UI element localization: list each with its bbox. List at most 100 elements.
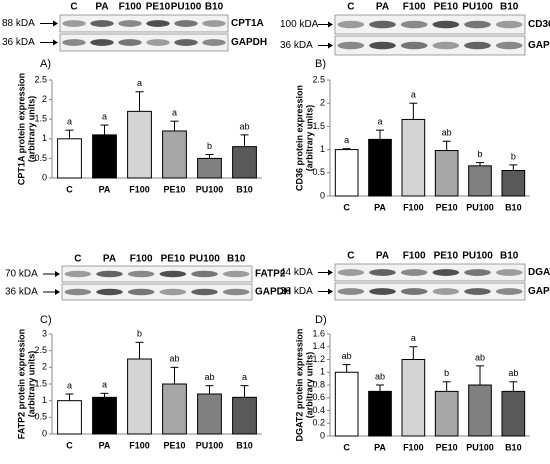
lane-label: B10: [205, 2, 224, 13]
lane-label: C: [70, 2, 77, 13]
blot-band: [337, 41, 365, 50]
kda-label: 44 kDA: [280, 267, 313, 278]
significance-letter: b: [477, 149, 482, 159]
error-bar: [170, 366, 179, 384]
error-bar: [409, 346, 418, 360]
error-bar: [100, 124, 109, 135]
y-tick-label: 0.8: [312, 379, 325, 389]
lane-label: PE10: [434, 251, 459, 262]
bar: [434, 150, 459, 197]
bar: [468, 384, 492, 437]
y-tick-label: 1: [320, 367, 325, 377]
y-tick-label: 1.4: [312, 341, 325, 351]
panel-label: A): [40, 58, 51, 70]
lane-label: B10: [227, 254, 246, 265]
x-tick-label: PE10: [436, 442, 458, 452]
x-tick-label: B10: [236, 184, 253, 194]
kda-label: 70 kDA: [5, 269, 38, 280]
y-tick-label: 1: [42, 133, 47, 143]
significance-letter: ab: [508, 368, 518, 378]
y-axis-label: FATP2 protein expression: [16, 329, 26, 439]
bar: [368, 138, 392, 197]
error-bar: [170, 120, 179, 131]
blot-band: [146, 20, 170, 27]
protein-label: GAPDH: [528, 40, 550, 51]
error-bar: [205, 153, 214, 159]
blot-band: [337, 20, 365, 29]
bar: [127, 358, 152, 435]
blot-band: [127, 288, 155, 296]
significance-letter: ab: [475, 352, 485, 362]
blot-band: [432, 269, 460, 276]
blot-band: [118, 20, 142, 27]
bar: [401, 118, 426, 197]
significance-letter: a: [172, 108, 177, 118]
significance-letter: ab: [342, 351, 352, 361]
y-tick-label: 2.5: [34, 345, 47, 355]
error-bar: [476, 365, 484, 385]
significance-letter: b: [444, 368, 449, 378]
error-bar: [240, 385, 249, 398]
bar: [57, 138, 82, 179]
bar: [92, 134, 117, 179]
x-tick-label: F100: [129, 440, 150, 450]
blot-band: [495, 20, 523, 29]
blot-band: [146, 39, 170, 46]
y-tick-label: 1.5: [34, 114, 47, 124]
y-tick-label: 1: [320, 144, 325, 154]
x-tick-label: C: [343, 202, 350, 212]
blot-band: [96, 270, 123, 278]
x-tick-label: F100: [403, 442, 424, 452]
x-tick-label: B10: [505, 202, 522, 212]
y-tick-label: 0.5: [34, 412, 47, 422]
bar: [162, 130, 187, 179]
blot-band: [369, 41, 396, 50]
blot-band: [90, 39, 114, 46]
y-axis-label: DGAT2 protein expression: [294, 329, 304, 442]
bar: [57, 400, 82, 435]
error-bar: [65, 129, 74, 139]
blot-band: [464, 20, 491, 29]
y-tick-label: 1.2: [312, 354, 325, 364]
y-tick-label: 0.4: [312, 405, 325, 415]
bar: [501, 390, 526, 437]
blot-band: [191, 270, 218, 278]
y-axis-label: (arbitrary units): [304, 352, 314, 419]
blot-strip: [334, 263, 526, 282]
error-bar: [442, 140, 451, 151]
lane-label: PA: [95, 2, 108, 13]
lane-label: PU100: [171, 2, 202, 13]
y-axis-label: CPT1A protein expression: [16, 73, 26, 185]
x-tick-label: PU100: [196, 440, 224, 450]
kda-arrowhead: [328, 269, 333, 276]
bar: [501, 169, 526, 197]
error-bar: [442, 381, 451, 392]
bar: [368, 390, 392, 437]
lane-label: PU100: [462, 2, 493, 13]
significance-letter: ab: [442, 128, 452, 138]
x-tick-label: F100: [129, 184, 150, 194]
bar: [162, 383, 187, 435]
error-bar: [342, 148, 351, 150]
significance-letter: ab: [204, 372, 214, 382]
error-bar: [509, 381, 518, 392]
y-tick-label: 2: [320, 98, 325, 108]
y-tick-label: 0.5: [34, 153, 47, 163]
kda-arrowhead: [53, 39, 58, 46]
lane-label: F100: [403, 251, 426, 262]
blot-band: [202, 39, 226, 46]
error-bar: [135, 91, 144, 112]
y-tick-label: 1: [42, 395, 47, 405]
blot-strip: [61, 265, 253, 283]
kda-arrowhead: [55, 271, 60, 277]
significance-letter: a: [137, 78, 142, 88]
significance-letter: a: [411, 90, 416, 100]
blot-band: [495, 41, 523, 50]
blot-band: [369, 288, 396, 295]
y-tick-label: 2: [42, 362, 47, 372]
x-tick-label: C: [66, 440, 73, 450]
kda-label: 36 kDA: [2, 37, 35, 48]
protein-label: CD36: [528, 19, 550, 30]
blot-band: [191, 288, 218, 296]
error-bar: [240, 134, 249, 147]
